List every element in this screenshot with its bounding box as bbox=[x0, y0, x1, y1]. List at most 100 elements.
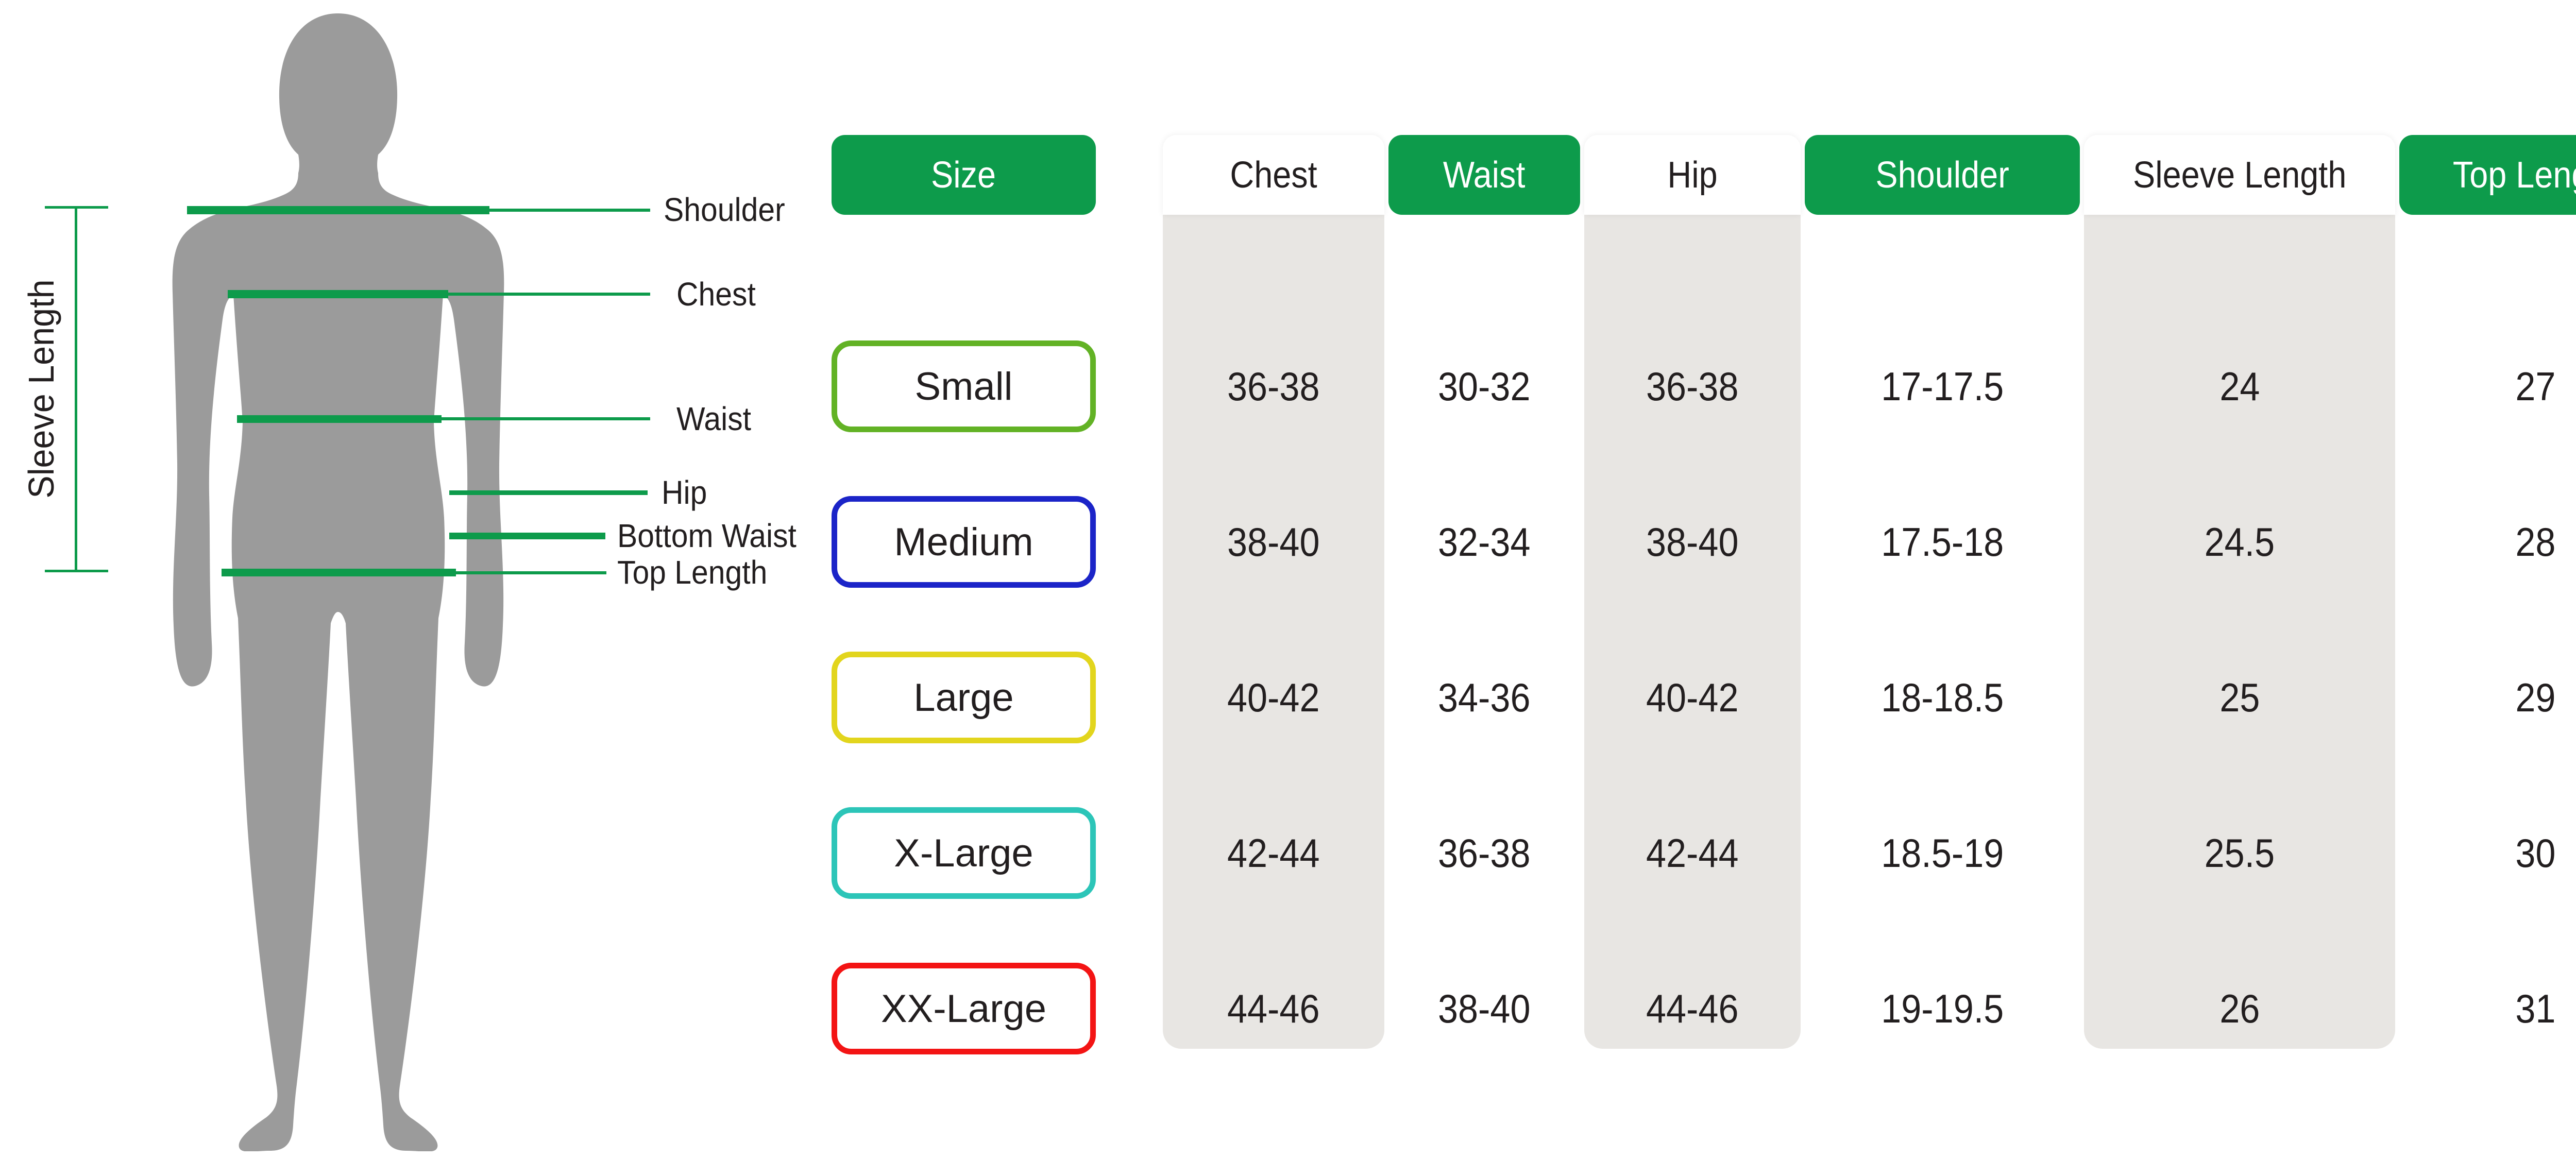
table-cell-value: 18-18.5 bbox=[1880, 674, 2004, 720]
table-cell: 29 bbox=[2399, 667, 2576, 728]
chest-leader-line bbox=[448, 293, 650, 296]
bottom_waist-measure-bar bbox=[449, 533, 605, 539]
column-header-label: Waist bbox=[1443, 154, 1526, 196]
table-cell: 40-42 bbox=[1163, 667, 1384, 728]
column-header-label: Top Length bbox=[2452, 154, 2576, 196]
table-cell: 19-19.5 bbox=[1805, 978, 2080, 1039]
shoulder-label: Shoulder bbox=[664, 188, 795, 231]
hip-leader-line bbox=[449, 490, 648, 495]
waist-leader-line bbox=[442, 417, 650, 420]
table-cell: 25 bbox=[2084, 667, 2395, 728]
waist-measure-bar bbox=[237, 415, 442, 423]
table-cell-value: 27 bbox=[2515, 363, 2556, 409]
table-cell: 36-38 bbox=[1388, 822, 1580, 884]
table-cell: 30-32 bbox=[1388, 355, 1580, 417]
table-cell: 44-46 bbox=[1584, 978, 1801, 1039]
waist-label-text: Waist bbox=[676, 400, 752, 437]
column-header-label: Sleeve Length bbox=[2132, 154, 2347, 196]
table-cell: 27 bbox=[2399, 355, 2576, 417]
table-cell: 18.5-19 bbox=[1805, 822, 2080, 884]
size-button-label: Medium bbox=[894, 520, 1033, 564]
table-cell: 42-44 bbox=[1584, 822, 1801, 884]
column-band-0 bbox=[1163, 214, 1384, 1049]
column-band-4 bbox=[2084, 214, 2395, 1049]
table-cell-value: 30 bbox=[2515, 830, 2556, 876]
chest-label: Chest bbox=[676, 272, 762, 316]
table-cell-value: 36-38 bbox=[1438, 830, 1531, 876]
table-cell-value: 44-46 bbox=[1646, 985, 1739, 1031]
column-header-label: Hip bbox=[1667, 154, 1718, 196]
size-button-x-large[interactable]: X-Large bbox=[832, 807, 1096, 899]
table-cell-value: 44-46 bbox=[1227, 985, 1320, 1031]
shoulder-label-text: Shoulder bbox=[664, 191, 785, 228]
size-button-label: XX-Large bbox=[880, 986, 1047, 1031]
shoulder-leader-line bbox=[489, 209, 650, 212]
table-cell-value: 29 bbox=[2515, 674, 2556, 720]
top_length-measure-bar bbox=[222, 569, 456, 576]
sleeve-bracket-line bbox=[75, 207, 77, 571]
top_length-label-text: Top Length bbox=[617, 554, 768, 591]
size-header-label: Size bbox=[931, 154, 996, 196]
table-cell-value: 36-38 bbox=[1227, 363, 1320, 409]
table-cell: 18-18.5 bbox=[1805, 667, 2080, 728]
column-band-2 bbox=[1584, 214, 1801, 1049]
sleeve-bracket-top-tick bbox=[45, 206, 108, 209]
sleeve-length-vertical-label: Sleeve Length bbox=[21, 279, 61, 499]
size-button-label: Small bbox=[914, 364, 1013, 408]
table-cell-value: 24 bbox=[2219, 363, 2260, 409]
table-cell-value: 40-42 bbox=[1227, 674, 1320, 720]
table-cell-value: 42-44 bbox=[1646, 830, 1739, 876]
table-cell: 42-44 bbox=[1163, 822, 1384, 884]
table-cell: 40-42 bbox=[1584, 667, 1801, 728]
table-cell-value: 32-34 bbox=[1438, 519, 1531, 565]
table-cell-value: 38-40 bbox=[1646, 519, 1739, 565]
table-cell-value: 42-44 bbox=[1227, 830, 1320, 876]
size-button-medium[interactable]: Medium bbox=[832, 496, 1096, 588]
table-cell: 38-40 bbox=[1584, 511, 1801, 573]
hip-label: Hip bbox=[662, 471, 711, 514]
table-cell: 25.5 bbox=[2084, 822, 2395, 884]
top_length-leader-line bbox=[456, 571, 606, 574]
column-header-3: Shoulder bbox=[1805, 135, 2080, 215]
bottom_waist-label: Bottom Waist bbox=[617, 514, 812, 557]
table-cell: 38-40 bbox=[1388, 978, 1580, 1039]
column-header-2: Hip bbox=[1584, 135, 1801, 215]
table-cell: 36-38 bbox=[1584, 355, 1801, 417]
table-cell: 34-36 bbox=[1388, 667, 1580, 728]
sleeve-bracket-bottom-tick bbox=[45, 570, 108, 572]
column-header-4: Sleeve Length bbox=[2084, 135, 2395, 215]
column-header-1: Waist bbox=[1388, 135, 1580, 215]
column-header-label: Chest bbox=[1230, 154, 1317, 196]
table-cell: 17.5-18 bbox=[1805, 511, 2080, 573]
size-button-xx-large[interactable]: XX-Large bbox=[832, 963, 1096, 1054]
body-silhouette bbox=[172, 13, 504, 1151]
bottom_waist-label-text: Bottom Waist bbox=[617, 517, 796, 554]
table-cell-value: 34-36 bbox=[1438, 674, 1531, 720]
table-cell-value: 17.5-18 bbox=[1880, 519, 2004, 565]
chest-label-text: Chest bbox=[676, 276, 756, 313]
table-cell-value: 30-32 bbox=[1438, 363, 1531, 409]
size-button-large[interactable]: Large bbox=[832, 652, 1096, 743]
size-button-small[interactable]: Small bbox=[832, 340, 1096, 432]
table-cell-value: 36-38 bbox=[1646, 363, 1739, 409]
table-cell-value: 25.5 bbox=[2204, 830, 2275, 876]
shoulder-measure-bar bbox=[187, 206, 489, 214]
table-cell: 38-40 bbox=[1163, 511, 1384, 573]
table-cell: 28 bbox=[2399, 511, 2576, 573]
table-cell: 36-38 bbox=[1163, 355, 1384, 417]
table-cell-value: 40-42 bbox=[1646, 674, 1739, 720]
column-header-0: Chest bbox=[1163, 135, 1384, 215]
size-button-label: X-Large bbox=[894, 831, 1033, 875]
column-header-5: Top Length bbox=[2399, 135, 2576, 215]
table-cell-value: 38-40 bbox=[1227, 519, 1320, 565]
table-cell-value: 24.5 bbox=[2204, 519, 2275, 565]
table-cell: 30 bbox=[2399, 822, 2576, 884]
table-cell: 44-46 bbox=[1163, 978, 1384, 1039]
table-cell-value: 28 bbox=[2515, 519, 2556, 565]
table-cell: 24.5 bbox=[2084, 511, 2395, 573]
table-cell-value: 19-19.5 bbox=[1880, 985, 2004, 1031]
top_length-label: Top Length bbox=[617, 551, 781, 594]
hip-label-text: Hip bbox=[662, 474, 707, 511]
table-cell: 32-34 bbox=[1388, 511, 1580, 573]
chest-measure-bar bbox=[228, 290, 448, 298]
